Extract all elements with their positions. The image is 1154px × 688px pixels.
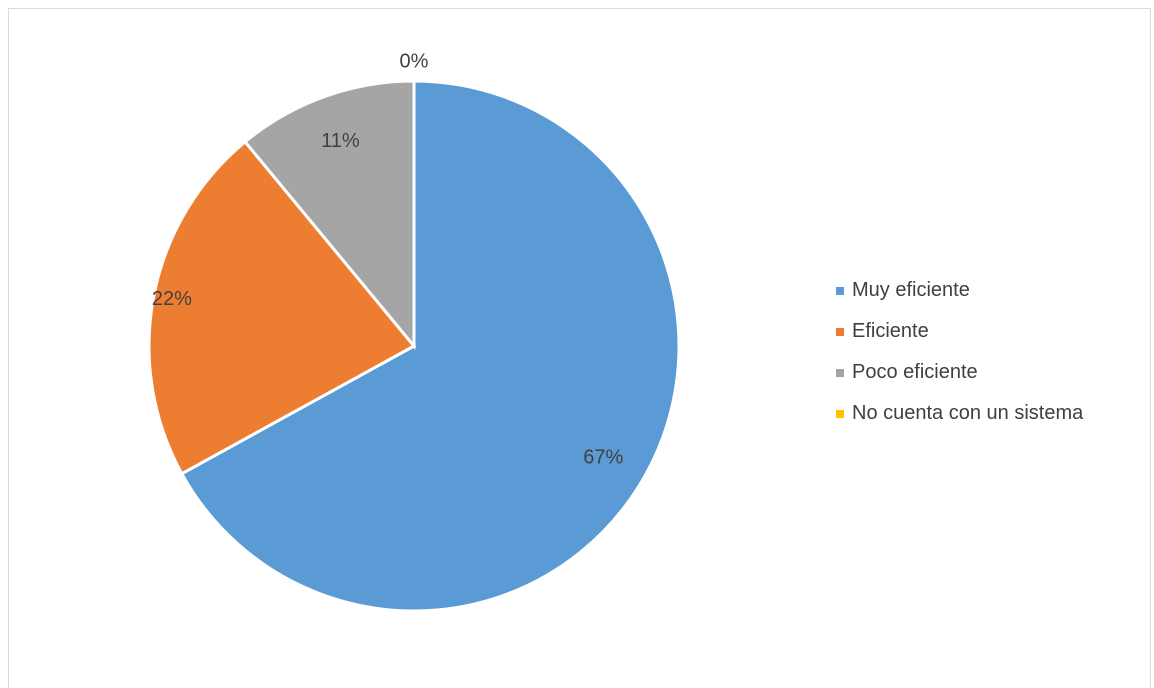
pie-data-label-eficiente: 22% bbox=[152, 288, 192, 310]
legend-item-poco-eficiente: Poco eficiente bbox=[836, 352, 1083, 393]
legend-item-no-cuenta-con-un-sistema: No cuenta con un sistema bbox=[836, 393, 1083, 434]
pie-data-label-muy-eficiente: 67% bbox=[583, 446, 623, 468]
chart-frame bbox=[8, 8, 1151, 688]
legend: Muy eficiente Eficiente Poco eficiente N… bbox=[836, 270, 1083, 434]
legend-label: Poco eficiente bbox=[852, 361, 978, 383]
pie-data-label-no-cuenta-con-un-sistema: 0% bbox=[400, 50, 429, 72]
legend-label: No cuenta con un sistema bbox=[852, 402, 1084, 424]
pie-slice-poco-eficiente bbox=[242, 79, 416, 351]
legend-swatch-icon bbox=[836, 409, 844, 418]
legend-label: Eficiente bbox=[852, 320, 929, 342]
pie-slice-muy-eficiente bbox=[179, 79, 681, 613]
legend-item-muy-eficiente: Muy eficiente bbox=[836, 270, 1083, 311]
legend-swatch-icon bbox=[836, 368, 844, 377]
pie-slice-eficiente bbox=[147, 139, 417, 476]
legend-label: Muy eficiente bbox=[852, 279, 970, 301]
legend-swatch-icon bbox=[836, 286, 844, 295]
legend-item-eficiente: Eficiente bbox=[836, 311, 1083, 352]
legend-swatch-icon bbox=[836, 327, 844, 336]
pie-data-label-poco-eficiente: 11% bbox=[321, 130, 360, 152]
